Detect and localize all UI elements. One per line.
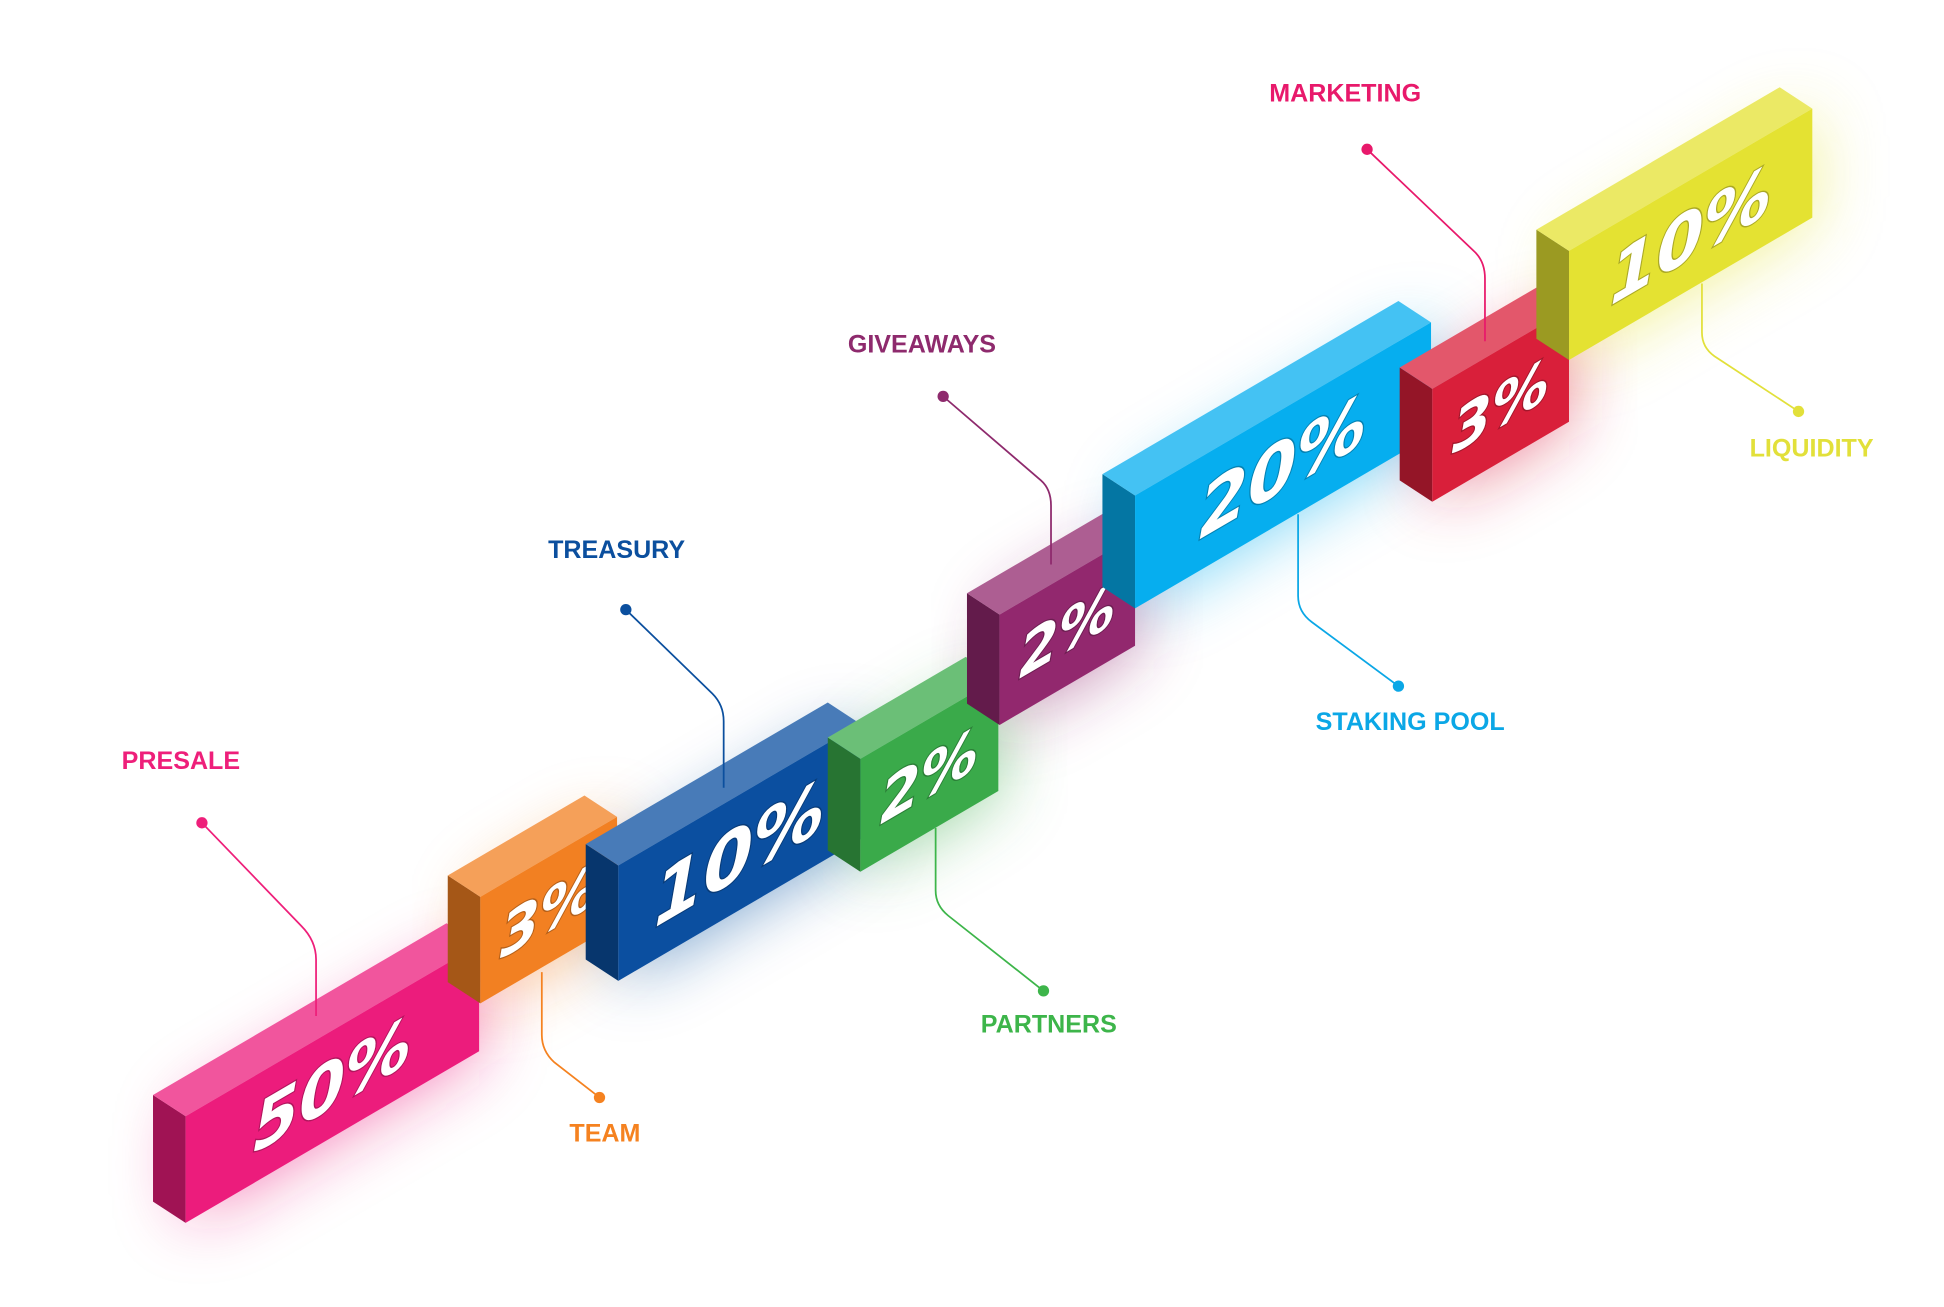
bars: 50%3% 10% 2%2%20% 3%10%: [153, 87, 1813, 1223]
bar-side: [1536, 229, 1569, 361]
leader-dot: [196, 817, 208, 829]
leader-line: [934, 827, 1045, 992]
bar-top: [827, 656, 999, 759]
bar-top: [447, 795, 618, 897]
bar-front: [860, 678, 999, 872]
bar-side: [1399, 367, 1433, 502]
bar-top: [153, 923, 480, 1117]
category-label-liquidity: LIQUIDITY: [1750, 435, 1874, 463]
bar-front: [480, 816, 618, 1004]
category-label-partners: PARTNERS: [981, 1010, 1117, 1038]
bar-team: 3%: [447, 795, 618, 1004]
bar-treasury: 10%: [585, 702, 861, 981]
bar-top: [1536, 87, 1813, 251]
category-label-marketing: MARKETING: [1269, 80, 1421, 108]
bar-side: [827, 737, 861, 872]
bar-staking-pool: 20%: [1102, 300, 1432, 609]
leader-dot: [1361, 143, 1373, 155]
category-label-treasury: TREASURY: [548, 536, 685, 564]
bar-side: [447, 875, 481, 1004]
category-label-presale: PRESALE: [122, 747, 240, 775]
leader-line: [942, 395, 1052, 565]
leader-dot: [620, 603, 632, 616]
bar-side: [585, 844, 619, 981]
bar-front: [1568, 108, 1813, 361]
leader-line: [1297, 514, 1399, 687]
bar-partners: 2%: [827, 656, 999, 872]
bar-front: [1432, 308, 1569, 502]
bar-side: [966, 593, 1000, 725]
leader-dot: [1037, 985, 1050, 997]
bar-side: [1102, 474, 1136, 609]
leader-line: [1366, 148, 1486, 342]
leader-line: [201, 822, 317, 1016]
category-label-team: TEAM: [569, 1119, 640, 1147]
leader-dot: [937, 390, 949, 403]
leader-line: [625, 608, 725, 788]
bar-top: [1102, 300, 1432, 496]
leader-lines: PRESALE TEAM TREASURY PARTNERS GIVEAWAYS STAK…: [122, 80, 1874, 1148]
bar-front: [999, 535, 1136, 725]
bar-side: [153, 1094, 186, 1223]
leader-line: [1701, 283, 1799, 413]
bar-front: [185, 944, 480, 1223]
leader-dot: [1392, 680, 1405, 692]
category-label-staking-pool: STAKING POOL: [1316, 708, 1505, 736]
bar-liquidity: 10%: [1536, 87, 1813, 361]
bar-front: [618, 723, 861, 981]
leader-dot: [593, 1091, 606, 1104]
leader-line: [540, 972, 601, 1099]
category-label-giveaways: GIVEAWAYS: [848, 330, 996, 358]
leader-dot: [1792, 405, 1805, 418]
bar-front: [1135, 322, 1432, 609]
